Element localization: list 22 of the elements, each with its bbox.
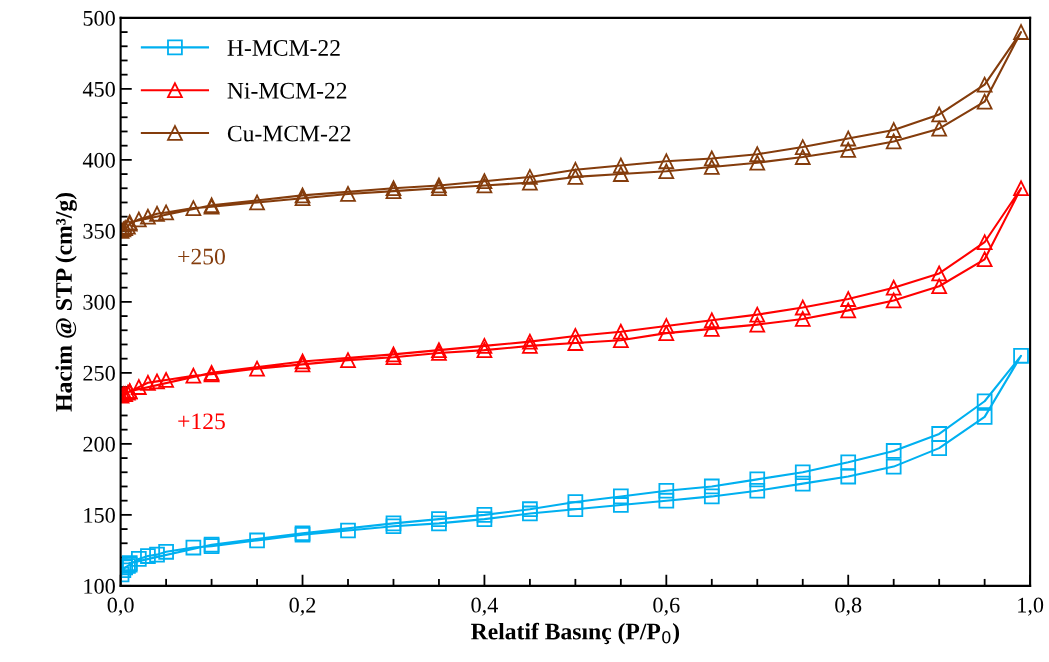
x-axis-title: Relatif Basınç (P/P$_{0}$)	[471, 622, 680, 645]
x-tick-label: 0,0	[107, 597, 134, 616]
legend-label: Ni-MCM-22	[227, 82, 347, 99]
y-tick-label: 250	[83, 365, 115, 381]
y-tick-label: 200	[83, 436, 115, 452]
y-tick-label: 150	[84, 507, 115, 523]
legend-label: H-MCM-22	[227, 40, 340, 56]
y-tick-label: 100	[84, 578, 115, 594]
y-axis-title: Hacim @ STP (cm³/g)	[55, 192, 77, 412]
x-tick-label: 0,6	[653, 597, 680, 616]
y-tick-label: 400	[82, 152, 115, 168]
x-tick-label: 1,0	[1018, 597, 1044, 616]
x-tick-label: 0,8	[835, 597, 862, 616]
y-tick-label: 300	[83, 294, 115, 310]
y-tick-label: 450	[82, 81, 115, 97]
x-tick-label: 0,4	[471, 597, 498, 616]
y-tick-label: 500	[83, 10, 115, 26]
annotation: +125	[178, 413, 225, 430]
legend-label: Cu-MCM-22	[227, 125, 351, 142]
annotation: +250	[178, 248, 225, 265]
y-tick-label: 350	[83, 223, 115, 239]
x-tick-label: 0,2	[289, 597, 316, 616]
